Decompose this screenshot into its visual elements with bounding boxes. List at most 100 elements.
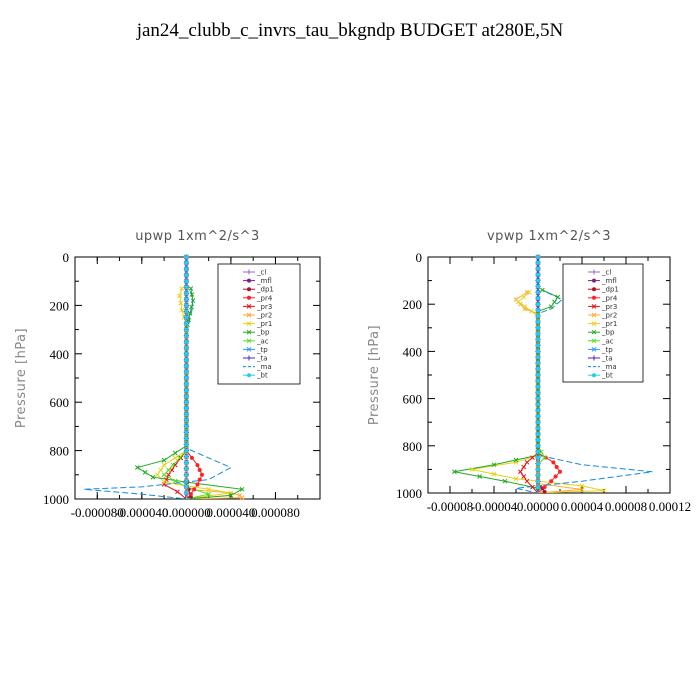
series-marker: [184, 394, 189, 399]
series-marker: [184, 376, 189, 380]
series-marker: [536, 319, 540, 324]
panel-title: upwp 1xm^2/s^3: [135, 229, 260, 244]
series-marker: [178, 455, 184, 461]
series-marker: [558, 469, 562, 474]
series-marker: [536, 479, 540, 484]
legend-entry: _cl: [256, 269, 266, 277]
series-marker: [536, 467, 540, 472]
series-marker: [536, 378, 540, 383]
series-marker: [536, 432, 540, 436]
series-marker: [206, 486, 211, 492]
series-marker: [549, 479, 554, 484]
legend-entry: _pr4: [601, 294, 618, 302]
legend-marker: [247, 373, 251, 378]
series-marker: [197, 477, 202, 482]
series-marker: [184, 490, 189, 495]
series-marker: [184, 255, 189, 259]
series-marker: [184, 333, 189, 338]
legend-entry: _cl: [601, 269, 611, 277]
series-marker: [184, 442, 189, 447]
y-tick-label: 200: [403, 297, 423, 312]
series-marker: [184, 327, 189, 332]
legend-marker: [591, 312, 597, 318]
series-marker: [542, 485, 547, 490]
series-marker: [536, 308, 540, 313]
series-marker: [184, 279, 189, 284]
series-marker: [184, 454, 189, 459]
y-tick-label: 600: [50, 395, 70, 410]
legend-entry: _bt: [601, 372, 613, 380]
series-marker: [184, 345, 189, 350]
series-marker: [469, 467, 475, 472]
series-marker: [536, 361, 540, 366]
series-marker: [536, 485, 540, 490]
legend-entry: _pr3: [601, 303, 617, 311]
legend-entry: _pr4: [256, 294, 273, 302]
x-tick-label: 0.00012: [649, 499, 691, 514]
page-title: jan24_clubb_c_invrs_tau_bkgndp BUDGET at…: [136, 20, 564, 41]
legend-entry: _pr1: [601, 320, 617, 328]
series-marker: [579, 483, 585, 489]
x-tick-label: 0.000000: [162, 505, 211, 520]
legend-marker: [246, 338, 252, 344]
x-tick-label: 0.000040: [207, 505, 256, 520]
series-marker: [184, 400, 189, 405]
series-marker: [184, 382, 189, 387]
series-marker: [184, 351, 189, 356]
x-tick-label: -0.000040: [115, 505, 168, 520]
panel-title: vpwp 1xm^2/s^3: [487, 229, 611, 244]
series-marker: [536, 314, 540, 318]
series-marker: [179, 307, 185, 313]
series-marker: [184, 267, 189, 272]
series-marker: [536, 402, 540, 407]
series-marker: [161, 462, 167, 468]
series-marker: [526, 290, 532, 295]
series-marker: [536, 443, 540, 448]
legend-marker: [591, 269, 597, 275]
series-marker: [172, 455, 178, 461]
legend-entry: _ta: [256, 355, 268, 363]
series-marker: [184, 297, 189, 302]
series-marker: [177, 293, 183, 299]
series-marker: [554, 465, 559, 470]
legend-marker: [591, 329, 597, 335]
legend-entry: _pr1: [256, 320, 272, 328]
series-marker: [188, 286, 194, 291]
series-marker: [161, 479, 167, 485]
series-marker: [491, 471, 497, 477]
series-marker: [536, 255, 540, 259]
y-tick-label: 400: [50, 347, 70, 362]
series-marker: [502, 478, 508, 484]
series-marker: [536, 290, 540, 295]
series-marker: [184, 339, 189, 344]
legend-marker: [591, 321, 597, 326]
legend-entry: _ma: [601, 363, 617, 371]
y-axis-label: Pressure [hPa]: [14, 328, 29, 428]
legend-entry: _bp: [256, 329, 270, 337]
series-marker: [184, 357, 189, 362]
series-marker: [513, 457, 519, 463]
y-tick-label: 800: [403, 439, 423, 454]
series-marker: [521, 294, 527, 300]
legend-entry: _mfl: [601, 277, 617, 285]
legend-entry: _ma: [256, 363, 272, 371]
series-marker: [192, 487, 197, 492]
series-marker: [184, 363, 189, 368]
x-tick-label: -0.00008: [427, 499, 474, 514]
series-marker: [161, 457, 167, 463]
series-marker: [536, 302, 540, 307]
legend-marker: [246, 321, 252, 326]
series-marker: [184, 315, 189, 320]
series-marker: [188, 492, 193, 497]
series-marker: [170, 462, 176, 468]
series-marker: [542, 489, 547, 494]
legend-entry: _tp: [601, 346, 613, 354]
series-marker: [536, 396, 540, 401]
series-marker: [536, 260, 540, 265]
legend-entry: _bt: [256, 372, 268, 380]
series-marker: [530, 484, 535, 490]
series-marker: [195, 482, 200, 487]
series-marker: [187, 311, 193, 316]
legend-marker: [591, 355, 597, 361]
legend-marker: [247, 278, 251, 283]
